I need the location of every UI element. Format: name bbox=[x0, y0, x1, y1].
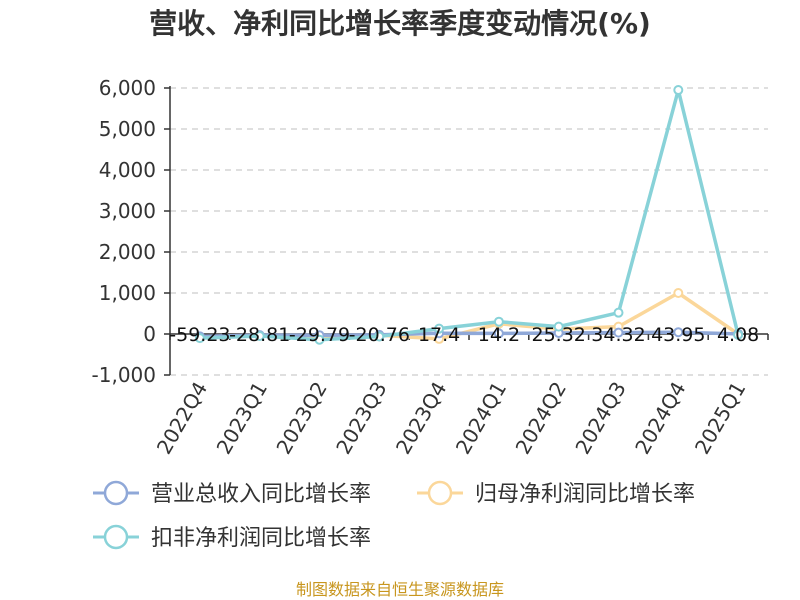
data-label: 43.95 bbox=[651, 324, 705, 346]
x-tick-label: 2023Q4 bbox=[391, 377, 451, 458]
data-label: 17.4 bbox=[418, 324, 460, 346]
series-line-0 bbox=[199, 330, 739, 339]
x-tick-label: 2023Q3 bbox=[331, 378, 391, 459]
legend-item[interactable]: 营业总收入同比增长率 bbox=[93, 480, 371, 507]
data-label: -59.23 bbox=[169, 324, 230, 346]
x-tick-label: 2024Q1 bbox=[451, 378, 511, 459]
data-point bbox=[613, 307, 624, 318]
data-point bbox=[254, 331, 265, 342]
data-point bbox=[194, 333, 205, 344]
y-tick-label: 0 bbox=[143, 322, 156, 346]
data-point bbox=[673, 288, 684, 298]
legend-marker bbox=[103, 480, 129, 506]
legend-item[interactable]: 归母净利润同比增长率 bbox=[417, 480, 695, 507]
legend-label: 营业总收入同比增长率 bbox=[151, 482, 371, 507]
data-point bbox=[733, 329, 744, 340]
legend-label: 扣非净利润同比增长率 bbox=[151, 526, 371, 551]
data-label: -28.81 bbox=[229, 324, 290, 346]
x-tick-label: 2022Q4 bbox=[152, 378, 212, 459]
data-point bbox=[493, 328, 504, 339]
legend-marker bbox=[103, 524, 129, 550]
series-lines bbox=[194, 85, 744, 345]
y-tick-label: 6,000 bbox=[99, 76, 156, 100]
data-point bbox=[613, 327, 624, 338]
data-label: 14.2 bbox=[478, 324, 520, 346]
data-point bbox=[673, 85, 684, 96]
data-label: -20.76 bbox=[349, 324, 410, 346]
y-tick-label: 1,000 bbox=[99, 281, 156, 305]
y-tick-label: 5,000 bbox=[99, 117, 156, 141]
data-point bbox=[434, 323, 445, 334]
legend-marker bbox=[427, 480, 453, 506]
data-point bbox=[374, 331, 385, 342]
data-label: 34.32 bbox=[591, 324, 645, 346]
chart-title: 营收、净利同比增长率季度变动情况(%) bbox=[149, 7, 651, 40]
data-point bbox=[493, 316, 504, 327]
legend-item[interactable]: 扣非净利润同比增长率 bbox=[93, 524, 371, 551]
x-tick-label: 2025Q1 bbox=[690, 378, 750, 459]
grid-lines bbox=[170, 87, 768, 376]
x-tick-label: 2023Q1 bbox=[212, 378, 272, 459]
data-point bbox=[314, 334, 325, 345]
data-point bbox=[553, 321, 564, 332]
y-tick-label: -1,000 bbox=[92, 363, 156, 387]
legend-label: 归母净利润同比增长率 bbox=[475, 482, 695, 507]
data-labels: -59.23-28.81-29.79-20.76 17.4 14.2 25.32 34.… bbox=[169, 324, 759, 346]
x-tick-label: 2024Q3 bbox=[570, 378, 630, 459]
x-tick-label: 2023Q2 bbox=[271, 378, 331, 459]
y-tick-label: 2,000 bbox=[99, 240, 156, 264]
data-label: 25.32 bbox=[531, 324, 585, 346]
y-tick-label: 3,000 bbox=[99, 199, 156, 223]
source-caption: 制图数据来自恒生聚源数据库 bbox=[296, 580, 504, 599]
x-tick-label: 2024Q2 bbox=[511, 378, 571, 459]
data-label: 4.08 bbox=[717, 324, 759, 346]
data-label: -29.79 bbox=[289, 324, 350, 346]
series-line-2 bbox=[199, 88, 740, 342]
x-tick-label: 2024Q4 bbox=[630, 378, 690, 459]
y-tick-label: 4,000 bbox=[99, 158, 156, 182]
data-point bbox=[673, 327, 684, 338]
